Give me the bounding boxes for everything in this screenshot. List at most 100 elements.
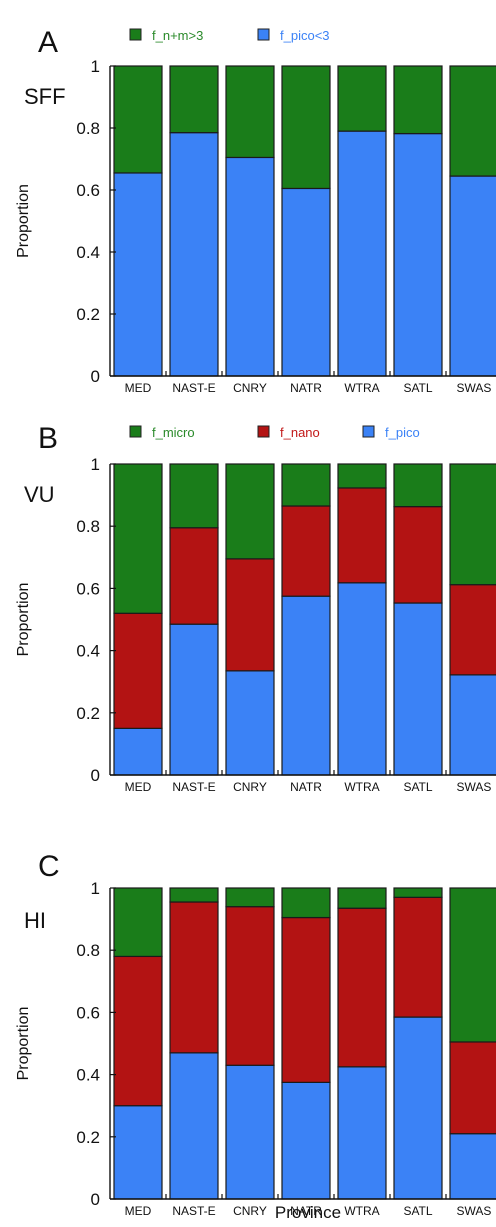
bar-segment-green <box>393 887 443 898</box>
bar-segment-green <box>169 887 219 903</box>
bar-segment-green <box>281 65 331 190</box>
legend-label: f_n+m>3 <box>152 28 203 43</box>
bar-segment-blue <box>337 582 387 776</box>
y-tick-label: 0.4 <box>76 1066 100 1085</box>
y-axis-label: Proportion <box>15 583 32 657</box>
bar-segment-red <box>449 1041 496 1135</box>
bar-segment-red <box>393 896 443 1018</box>
bar-segment-green <box>281 463 331 507</box>
bar-segment-blue <box>113 1105 163 1200</box>
panel-sublabel: VU <box>24 482 55 507</box>
y-tick-label: 1 <box>91 879 100 898</box>
y-tick-label: 0.6 <box>76 579 100 598</box>
bar-segment-red <box>225 906 275 1066</box>
bar-segment-green <box>337 65 387 132</box>
bar-segment-green <box>113 65 163 174</box>
legend-label: f_pico<3 <box>280 28 330 43</box>
bar-segment-green <box>449 65 496 177</box>
panel-a: A SFF f_n+m>3 f_pico<3 Proportion MED NAST-E CN… <box>15 26 496 395</box>
bar-segment-green <box>393 65 443 135</box>
y-tick-label: 0 <box>91 766 100 785</box>
bar-segment-blue <box>449 674 496 776</box>
x-tick-label: NAST-E <box>172 381 215 395</box>
panel-sublabel: HI <box>24 908 46 933</box>
bar-segment-blue <box>225 156 275 377</box>
x-tick-label: SATL <box>403 381 432 395</box>
x-tick-label: CNRY <box>233 780 267 794</box>
bar-segment-blue <box>225 1064 275 1200</box>
x-tick-label: SWAS <box>457 780 492 794</box>
panel-c: C HI Proportion MED NAST-E CNRY NATR WTRA SATL SW… <box>15 850 496 1218</box>
x-axis-title: Province <box>275 1203 341 1222</box>
y-axis-label: Proportion <box>15 184 32 258</box>
y-tick-label: 0.8 <box>76 119 100 138</box>
x-tick-label: NATR <box>290 381 322 395</box>
bar-segment-green <box>225 65 275 159</box>
bar-segment-blue <box>113 727 163 776</box>
legend-label: f_pico <box>385 425 420 440</box>
x-tick-label: SWAS <box>457 381 492 395</box>
y-tick-label: 0.4 <box>76 243 100 262</box>
bar-segment-blue <box>393 132 443 377</box>
bar-segment-green <box>393 463 443 508</box>
x-tick-label: WTRA <box>344 381 379 395</box>
x-tick-label: NATR <box>290 780 322 794</box>
x-tick-label: WTRA <box>344 780 379 794</box>
bar-segment-blue <box>113 172 163 377</box>
bar-segment-green <box>169 65 219 134</box>
x-tick-label: NAST-E <box>172 1204 215 1218</box>
bar-segment-green <box>113 463 163 614</box>
x-tick-label: MED <box>125 780 152 794</box>
bar-segment-blue <box>281 595 331 776</box>
bar-segment-blue <box>281 187 331 377</box>
x-tick-label: NATR <box>290 1204 322 1218</box>
x-tick-label: CNRY <box>233 1204 267 1218</box>
legend-swatch-green <box>129 28 142 41</box>
bar-segment-green <box>225 887 275 908</box>
x-tick-label: WTRA <box>344 1204 379 1218</box>
bar-segment-red <box>281 916 331 1083</box>
y-tick-label: 1 <box>91 57 100 76</box>
x-tick-label: MED <box>125 1204 152 1218</box>
bar-segment-red <box>449 584 496 676</box>
y-axis-label: Proportion <box>15 1007 32 1081</box>
y-tick-label: 0.4 <box>76 642 100 661</box>
y-tick-label: 0.2 <box>76 305 100 324</box>
x-tick-label: NAST-E <box>172 780 215 794</box>
bar-segment-green <box>225 463 275 560</box>
bar-segment-blue <box>449 1133 496 1200</box>
y-tick-label: 0.6 <box>76 1003 100 1022</box>
bar-segment-red <box>225 558 275 672</box>
y-tick-label: 0 <box>91 367 100 386</box>
bar-segment-blue <box>169 132 219 377</box>
y-tick-label: 0.8 <box>76 517 100 536</box>
bar-segment-blue <box>393 1016 443 1200</box>
bar-segment-green <box>449 887 496 1043</box>
bar-segment-red <box>169 527 219 625</box>
legend-swatch-blue <box>257 28 270 41</box>
x-tick-label: SATL <box>403 1204 432 1218</box>
bar-segment-green <box>281 887 331 919</box>
bar-segment-red <box>337 487 387 584</box>
bar-segment-blue <box>337 130 387 377</box>
x-tick-label: SWAS <box>457 1204 492 1218</box>
legend-swatch-blue <box>362 425 375 438</box>
bar-segment-green <box>337 887 387 909</box>
bar-segment-blue <box>337 1066 387 1200</box>
panel-sublabel: SFF <box>24 84 66 109</box>
bar-segment-blue <box>393 602 443 776</box>
y-tick-label: 0.8 <box>76 941 100 960</box>
bar-segment-blue <box>169 623 219 776</box>
bar-segment-red <box>169 901 219 1054</box>
x-tick-label: MED <box>125 381 152 395</box>
legend-swatch-green <box>129 425 142 438</box>
panel-letter: B <box>38 422 58 455</box>
bar-segment-blue <box>169 1052 219 1200</box>
bar-segment-red <box>113 955 163 1107</box>
panel-letter: C <box>38 850 60 883</box>
y-tick-label: 0.6 <box>76 181 100 200</box>
x-tick-label: CNRY <box>233 381 267 395</box>
bar-segment-blue <box>281 1081 331 1200</box>
y-tick-label: 0 <box>91 1190 100 1209</box>
